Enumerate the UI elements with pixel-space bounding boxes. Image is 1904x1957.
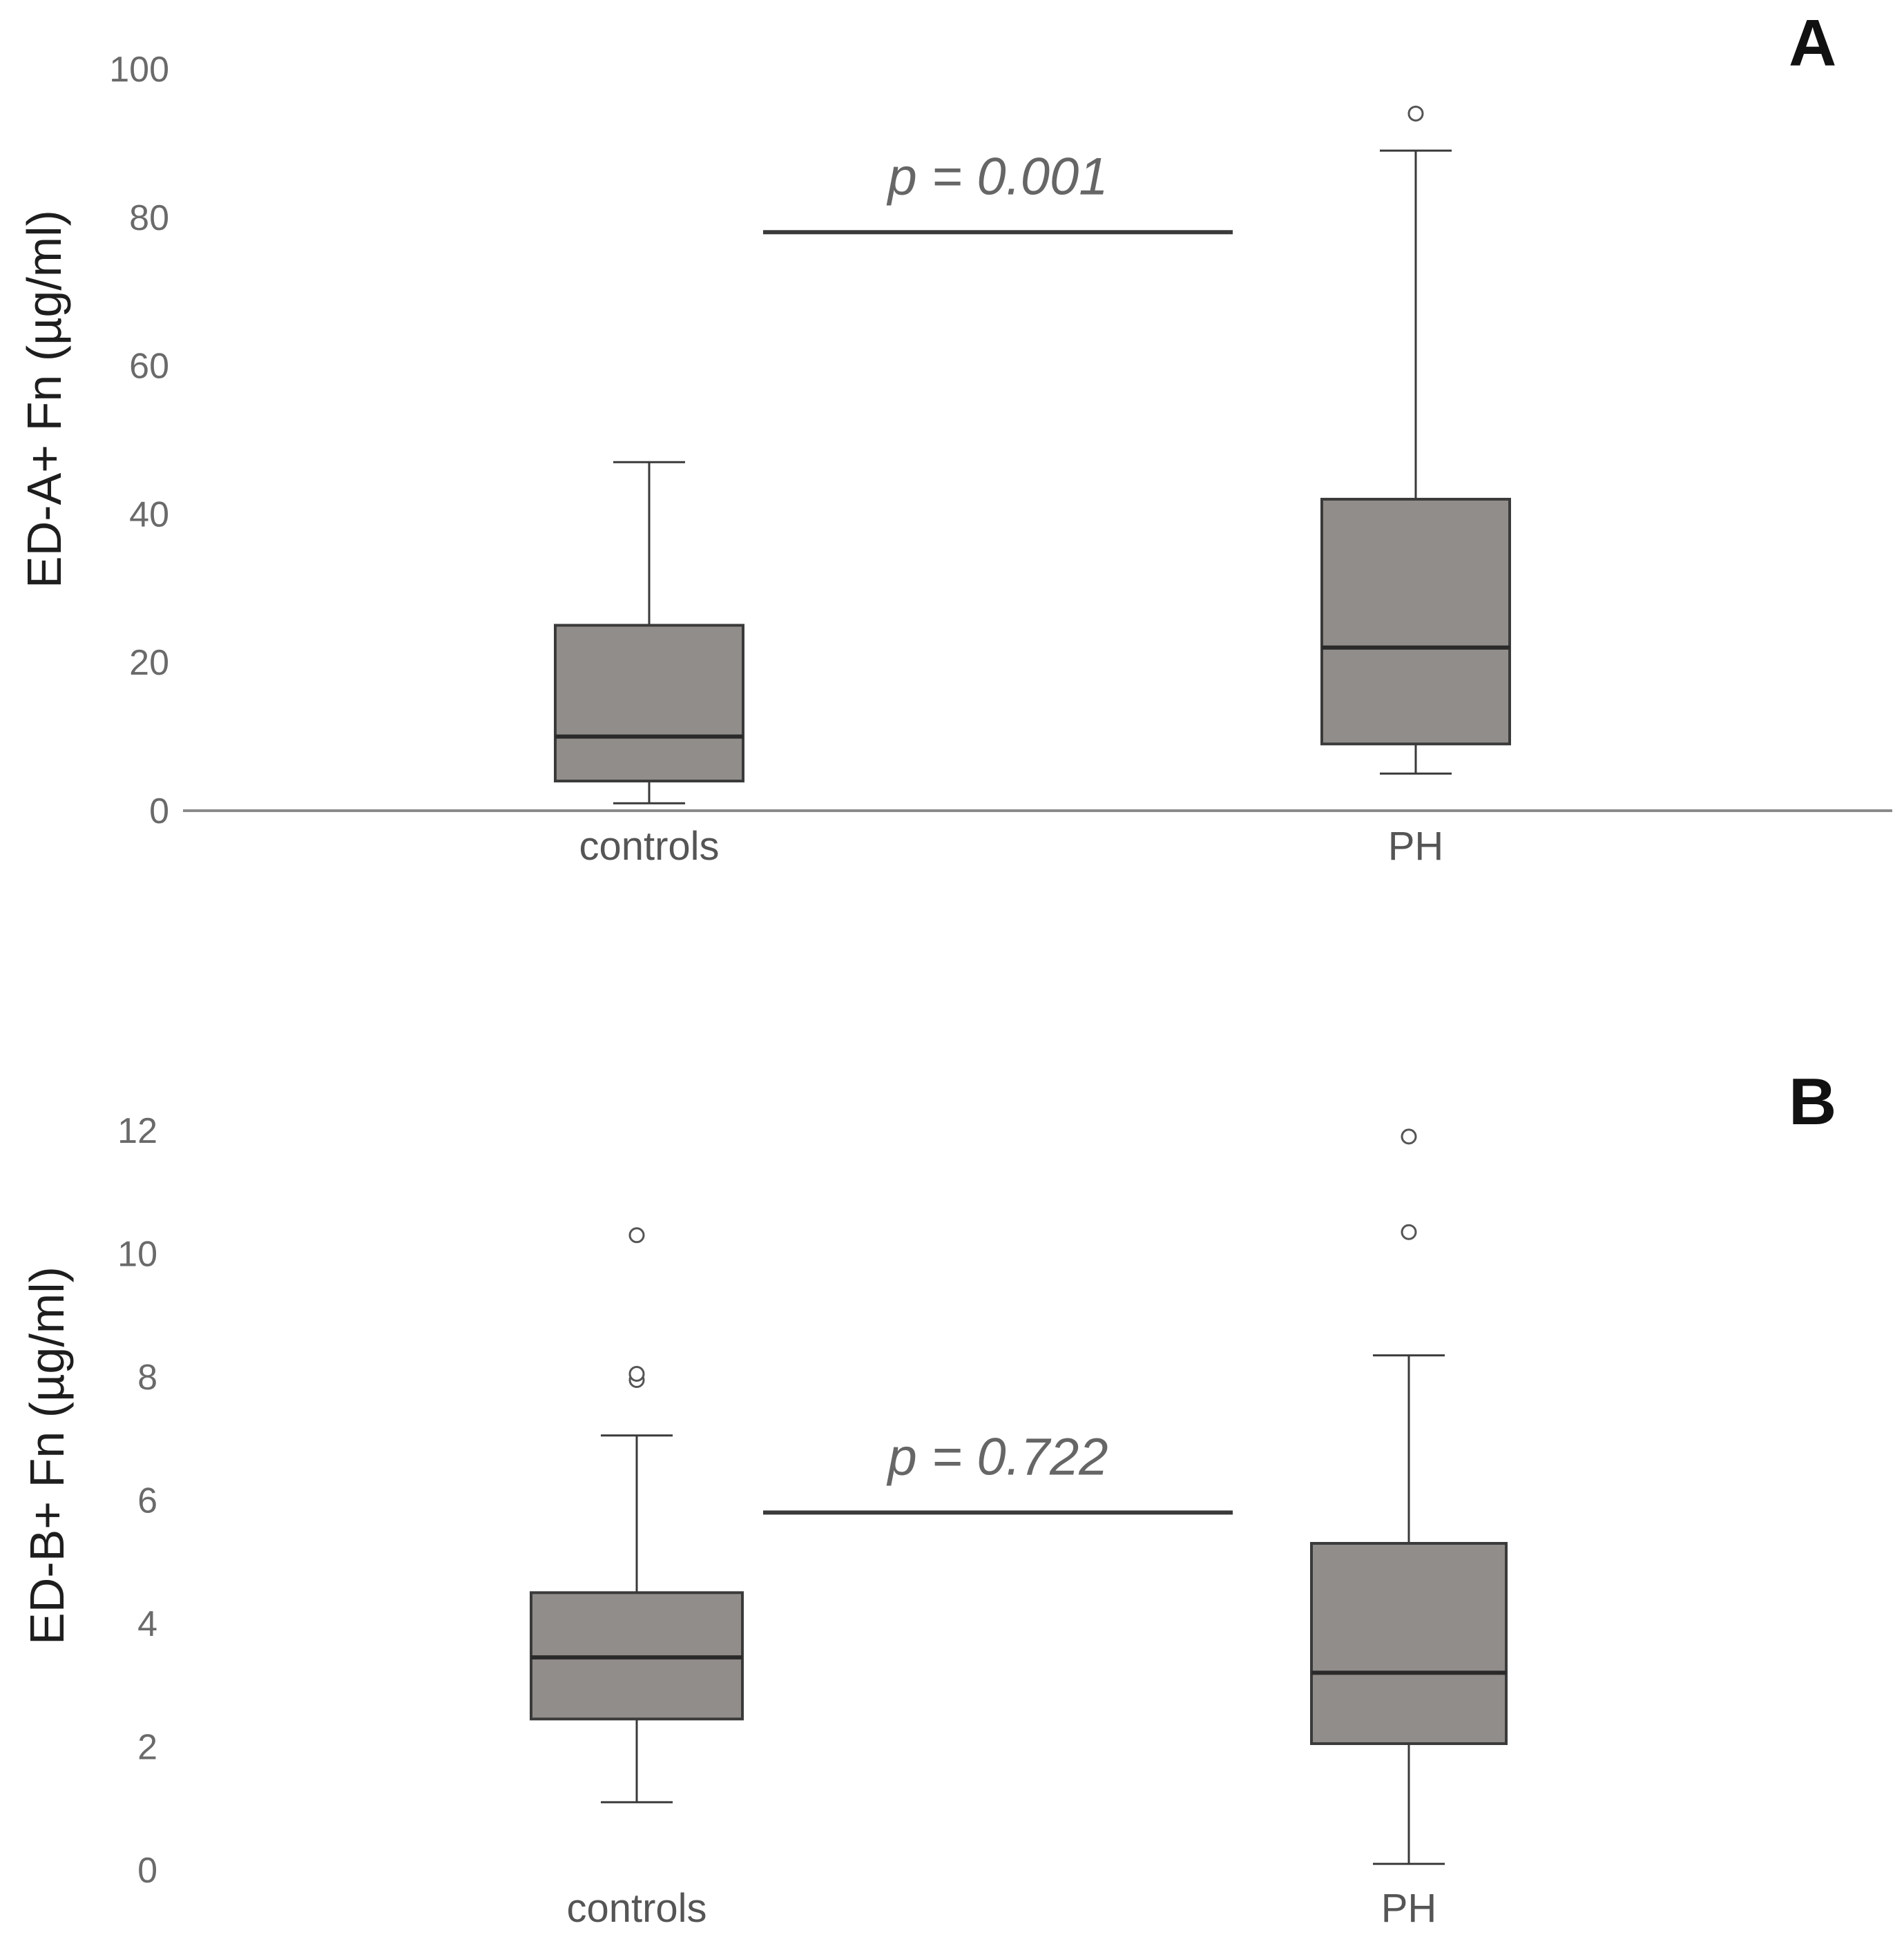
panel-b-outlier-point xyxy=(628,1366,645,1382)
panel-b-outlier-point xyxy=(628,1227,645,1244)
panel-b-y-ticks: 0 2 4 6 8 10 12 xyxy=(117,1111,157,1891)
panel-a-category-label: PH xyxy=(1388,824,1444,869)
panel-b-y-tick-label: 12 xyxy=(117,1111,157,1151)
panel-b-boxes xyxy=(530,1128,1508,1865)
panel-a-box-ph xyxy=(1320,497,1511,746)
panel-a-y-tick-label: 0 xyxy=(149,791,169,831)
panel-a-category-label: controls xyxy=(579,824,719,869)
panel-a-category-labels: controls PH xyxy=(579,824,1443,869)
panel-b-y-tick-label: 0 xyxy=(137,1851,157,1891)
panel-b-outlier-point xyxy=(1401,1128,1417,1145)
panel-a-y-tick-label: 20 xyxy=(129,643,169,683)
panel-b-y-axis-label: ED-B+ Fn (µg/ml) xyxy=(20,1266,74,1645)
panel-a-y-tick-label: 80 xyxy=(129,198,169,238)
panel-a-outlier-point xyxy=(1407,105,1424,122)
panel-a-y-axis-label: ED-A+ Fn (µg/ml) xyxy=(17,210,71,588)
panel-a-y-tick-label: 60 xyxy=(129,347,169,387)
panel-a-boxes xyxy=(554,105,1511,804)
panel-a-y-ticks: 0 20 40 60 80 100 xyxy=(109,50,169,831)
panel-a-y-tick-label: 40 xyxy=(129,494,169,534)
panel-b-y-tick-label: 4 xyxy=(137,1604,157,1644)
panel-b-box-ph xyxy=(1310,1541,1508,1746)
panel-b-label: B xyxy=(1789,1065,1836,1139)
panel-a-p-value: p = 0.001 xyxy=(886,147,1108,206)
panel-b-category-labels: controls PH xyxy=(566,1886,1436,1931)
panel-b-outlier-point xyxy=(1401,1224,1417,1240)
panel-b-y-tick-label: 8 xyxy=(137,1358,157,1398)
panel-b-y-tick-label: 6 xyxy=(137,1481,157,1521)
panel-b-p-value: p = 0.722 xyxy=(886,1427,1108,1486)
panel-a-box-controls xyxy=(554,624,744,783)
panel-b-category-label: controls xyxy=(566,1886,706,1931)
panel-a-chart: A ED-A+ Fn (µg/ml) 0 20 40 60 80 100 controls… xyxy=(17,6,1892,869)
panel-a-y-tick-label: 100 xyxy=(109,50,169,90)
panel-b-y-tick-label: 2 xyxy=(137,1728,157,1768)
panel-b-category-label: PH xyxy=(1381,1886,1437,1931)
panel-b-y-tick-label: 10 xyxy=(117,1235,157,1275)
panel-a-label: A xyxy=(1789,6,1836,80)
